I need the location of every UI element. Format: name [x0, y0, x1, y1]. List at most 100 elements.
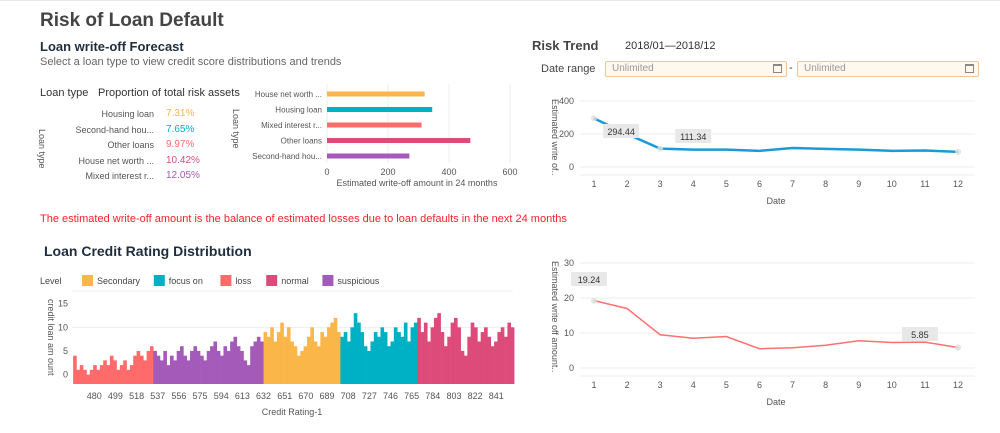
histogram-bar	[383, 332, 388, 384]
risk-trend-period: 2018/01—2018/12	[625, 40, 716, 52]
histogram-bar	[73, 355, 77, 384]
calendar-icon[interactable]	[773, 64, 782, 73]
histogram-bar	[317, 346, 321, 384]
histogram-bar	[186, 360, 191, 384]
x-tick-label: 651	[277, 391, 292, 401]
histogram-bar	[176, 350, 181, 384]
histogram-bar	[260, 341, 264, 384]
date-range-label: Date range	[541, 63, 596, 75]
proportion-value: 7.31%	[166, 108, 195, 119]
histogram-bar	[510, 327, 515, 384]
histogram-bar	[410, 327, 415, 384]
x-tick-label: 0	[324, 167, 329, 177]
loan-type-label[interactable]: Mixed interest r...	[85, 171, 154, 181]
legend-swatch	[153, 275, 165, 286]
histogram-bar	[306, 336, 311, 384]
histogram-bar	[109, 355, 114, 384]
y-tick-label: 20	[564, 293, 574, 303]
legend-swatch	[266, 275, 278, 286]
loan-type-label[interactable]: Second-hand hou...	[75, 124, 154, 135]
histogram-bar	[193, 346, 198, 384]
histogram-bar	[280, 322, 284, 384]
histogram-bar	[350, 327, 355, 384]
x-tick-label: 480	[87, 391, 102, 401]
y-tick-label: 400	[559, 96, 574, 106]
x-axis-label: Estimated write-off amount in 24 months	[337, 178, 498, 188]
category-label: House net worth ...	[255, 90, 322, 99]
histogram-bar	[400, 336, 405, 384]
histogram-bar	[223, 346, 228, 384]
histogram-bar	[310, 327, 314, 384]
forecast-description: Select a loan type to view credit score …	[40, 56, 342, 68]
histogram-bar	[494, 341, 498, 384]
histogram-bar	[313, 341, 318, 384]
histogram-bar	[270, 327, 274, 384]
x-tick-label: 689	[320, 391, 335, 401]
x-tick-label: 2	[625, 179, 630, 189]
loan-type-label[interactable]: House net worth ...	[78, 155, 154, 166]
histogram-bar	[380, 327, 385, 384]
histogram-bar	[133, 355, 137, 384]
end-date-input[interactable]: Unlimited	[797, 61, 979, 77]
histogram-bar	[387, 346, 391, 384]
histogram-bar	[183, 355, 188, 384]
histogram-bar	[250, 346, 254, 384]
x-tick-label: 2	[625, 380, 630, 390]
histogram-bar	[86, 374, 91, 384]
x-tick-label: 803	[446, 391, 461, 401]
histogram-bar	[216, 350, 221, 384]
histogram-bar	[156, 355, 161, 384]
histogram-bar	[423, 322, 428, 384]
histogram-bar	[206, 350, 211, 384]
histogram-bar	[233, 336, 238, 384]
histogram-bar	[300, 350, 304, 384]
end-date-placeholder: Unlimited	[804, 63, 846, 74]
data-label: 19.24	[578, 275, 601, 285]
x-tick-label: 8	[823, 179, 828, 189]
y-tick-label: 10	[58, 322, 68, 332]
column-header-proportion: Proportion of total risk assets	[98, 87, 240, 99]
x-tick-label: 841	[489, 391, 504, 401]
histogram-bar	[106, 365, 111, 384]
page-title: Risk of Loan Default	[40, 10, 224, 31]
histogram-bar	[484, 327, 488, 384]
x-tick-label: 1	[591, 380, 596, 390]
x-tick-label: 12	[953, 380, 963, 390]
bar	[327, 138, 471, 143]
histogram-bar	[236, 346, 241, 384]
histogram-bar	[370, 341, 375, 384]
legend-title: Level	[40, 276, 62, 286]
histogram-bar	[430, 327, 435, 384]
calendar-icon[interactable]	[965, 64, 974, 73]
histogram-bar	[139, 355, 144, 384]
histogram-bar	[367, 350, 371, 384]
x-tick-label: 8	[823, 380, 828, 390]
date-separator: -	[789, 62, 793, 74]
x-tick-label: 746	[383, 391, 398, 401]
x-tick-label: 727	[362, 391, 377, 401]
histogram-bar	[226, 350, 231, 384]
loan-type-label[interactable]: Other loans	[107, 140, 154, 150]
data-label: 111.34	[680, 132, 706, 142]
data-label: 294.44	[607, 127, 635, 137]
histogram-bar	[79, 365, 84, 384]
x-tick-label: 10	[887, 380, 897, 390]
histogram-bar	[303, 346, 308, 384]
histogram-bar	[159, 360, 164, 384]
histogram-bar	[337, 332, 341, 384]
histogram-bar	[203, 360, 208, 384]
histogram-bar	[443, 346, 448, 384]
histogram-bar	[323, 336, 328, 384]
bar	[327, 122, 422, 128]
start-date-input[interactable]: Unlimited	[605, 61, 787, 77]
histogram-bar	[504, 336, 508, 384]
x-tick-label: 3	[658, 380, 663, 390]
series-line	[593, 299, 959, 350]
histogram-bar	[327, 327, 331, 384]
histogram-bar	[407, 341, 411, 384]
legend-item: loss	[235, 276, 252, 286]
histogram-bar	[490, 346, 495, 384]
y-axis-label: Estimated write of..	[550, 99, 560, 176]
legend-item: focus on	[169, 276, 203, 286]
loan-type-label[interactable]: Housing loan	[101, 109, 154, 119]
